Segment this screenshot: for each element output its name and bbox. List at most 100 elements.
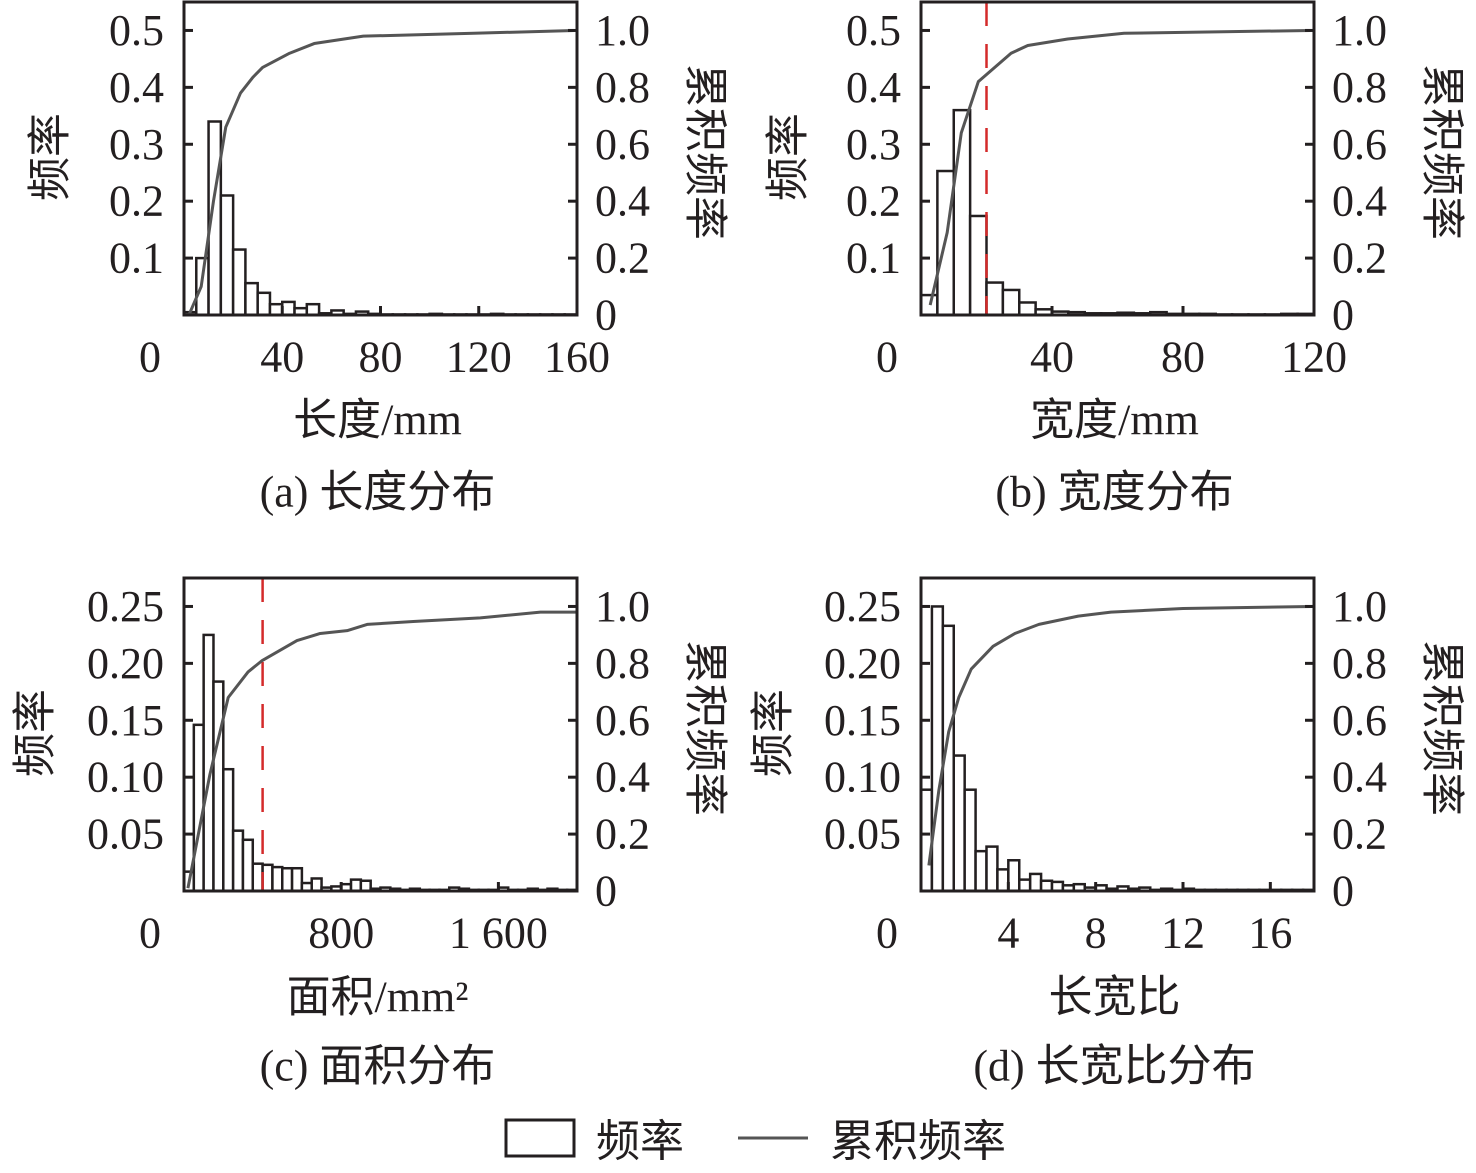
x-axis-label: 长度/mm: [293, 396, 462, 445]
histogram-bar: [1001, 288, 1021, 317]
histogram-bar: [1039, 879, 1054, 893]
y2-tick-label: 1.0: [595, 582, 650, 631]
histogram-bar: [290, 866, 304, 893]
chart-panel: 0.10.20.30.40.500.20.40.60.81.040 80 1200频…: [764, 0, 1467, 517]
y2-tick-label: 0.2: [595, 234, 650, 283]
y2-tick-label: 0.2: [1332, 234, 1387, 283]
histogram-bar: [271, 865, 284, 893]
x-tick-label: 40: [260, 333, 304, 382]
cumulative-frequency-line: [927, 604, 1312, 866]
histogram-bar: [919, 788, 934, 893]
y2-tick-label: 0.4: [1332, 753, 1387, 802]
histogram-bar: [305, 302, 321, 317]
histogram-bar: [231, 829, 245, 893]
y-tick-label: 0.2: [846, 177, 901, 226]
y-tick-label: 0.1: [846, 234, 901, 283]
y2-tick-label: 0.4: [595, 177, 650, 226]
panel-caption: (a) 长度分布: [260, 468, 496, 517]
y-tick-label: 0.20: [87, 639, 164, 688]
x-axis-label: 面积/mm²: [287, 973, 469, 1022]
chart-panel: 0.05 0.10 0.15 0.20 0.25 0 0.2 0.4 0.6 0.8 1.0 800 1…: [11, 576, 730, 1091]
origin-label: 0: [139, 909, 161, 958]
plot-frame: [919, 576, 1316, 893]
histogram-bar: [952, 754, 966, 893]
y2-axis-label: 累积频率: [681, 64, 730, 240]
y2-tick-label: 0: [1332, 867, 1354, 916]
histogram-bar: [310, 877, 323, 893]
x-axis-label: 宽度/mm: [1030, 396, 1199, 445]
histogram-bar: [1007, 859, 1021, 893]
y2-tick-label: 0.8: [1332, 63, 1387, 112]
origin-label: 0: [139, 333, 161, 382]
y2-tick-label: 0: [595, 867, 617, 916]
y2-tick-label: 1.0: [595, 6, 650, 55]
y2-tick-label: 0.4: [1332, 177, 1387, 226]
histogram-bar: [952, 108, 972, 317]
y-tick-label: 0.1: [109, 234, 164, 283]
x-tick-label: 8: [1085, 909, 1107, 958]
y2-tick-label: 0.6: [595, 120, 650, 169]
histogram-bar: [996, 868, 1010, 893]
y2-tick-label: 0.6: [595, 696, 650, 745]
y-tick-label: 0.2: [109, 177, 164, 226]
x-tick-label: 80: [359, 333, 403, 382]
histogram-bar: [968, 214, 988, 317]
histogram-bar: [244, 281, 259, 317]
y2-tick-label: 0.6: [1332, 696, 1387, 745]
y-tick-label: 0.3: [846, 120, 901, 169]
legend: 频率 累积频率: [504, 1117, 1006, 1166]
legend-line-label: 累积频率: [830, 1117, 1006, 1166]
chart-panel: 0.1 0.2 0.3 0.4 0.5 0 0.2 0.4 0.6 0.8 1.0 40 80 120 16…: [26, 0, 730, 517]
histogram-bar: [241, 838, 255, 893]
y-axis-label: 频率: [11, 689, 60, 777]
x-tick-label: 120: [446, 333, 512, 382]
histogram-bar: [281, 866, 294, 893]
histogram-bar: [1018, 878, 1032, 893]
legend-bar-label: 频率: [596, 1117, 684, 1166]
chart-panel: 0.05 0.10 0.15 0.20 0.25 0 0.2 0.4 0.6 0.8 1.0 4 8 12…: [749, 576, 1467, 1091]
histogram-bar: [985, 845, 999, 893]
histogram-bar: [261, 863, 274, 893]
y2-tick-label: 0.2: [1332, 810, 1387, 859]
y-tick-label: 0.10: [824, 753, 901, 802]
x-tick-label: 16: [1248, 909, 1292, 958]
y2-tick-label: 0: [595, 291, 617, 340]
y-tick-label: 0.4: [109, 63, 164, 112]
y2-tick-label: 0.2: [595, 810, 650, 859]
histogram-bar: [256, 291, 272, 317]
histogram-bar: [974, 849, 988, 893]
y-tick-label: 0.5: [846, 6, 901, 55]
plot-frame: [182, 576, 579, 893]
y2-axis-label: 累积频率: [1418, 640, 1467, 816]
histogram-bar: [219, 194, 235, 317]
histogram-bar: [985, 281, 1005, 317]
x-axis-label: 长宽比: [1049, 973, 1181, 1022]
origin-label: 0: [876, 909, 898, 958]
y-axis-label: 频率: [764, 113, 813, 201]
cumulative-frequency-line: [187, 28, 575, 316]
y2-axis-label: 累积频率: [681, 640, 730, 816]
y2-tick-label: 0.6: [1332, 120, 1387, 169]
panel-caption: (b) 宽度分布: [995, 468, 1233, 517]
y2-tick-label: 0.4: [595, 753, 650, 802]
panel-caption: (d) 长宽比分布: [973, 1042, 1255, 1091]
histogram-bar: [268, 302, 284, 317]
y-tick-label: 0.10: [87, 753, 164, 802]
y-tick-label: 0.4: [846, 63, 901, 112]
legend-bar-swatch: [504, 1118, 576, 1158]
y2-tick-label: 1.0: [1332, 6, 1387, 55]
y-axis-label: 频率: [749, 689, 798, 777]
histogram-bar: [359, 879, 372, 893]
cumulative-frequency-line: [928, 28, 1311, 306]
histogram-bar: [349, 878, 363, 893]
histogram-bar: [212, 680, 225, 893]
x-tick-label: 160: [544, 333, 610, 382]
cumulative-frequency-line: [186, 610, 577, 889]
x-tick-label: 120: [1281, 333, 1347, 382]
y2-tick-label: 1.0: [1332, 582, 1387, 631]
x-tick-label: 40: [1030, 333, 1074, 382]
y-tick-label: 0.05: [824, 810, 901, 859]
y-tick-label: 0.15: [824, 696, 901, 745]
y2-tick-label: 0.8: [595, 63, 650, 112]
